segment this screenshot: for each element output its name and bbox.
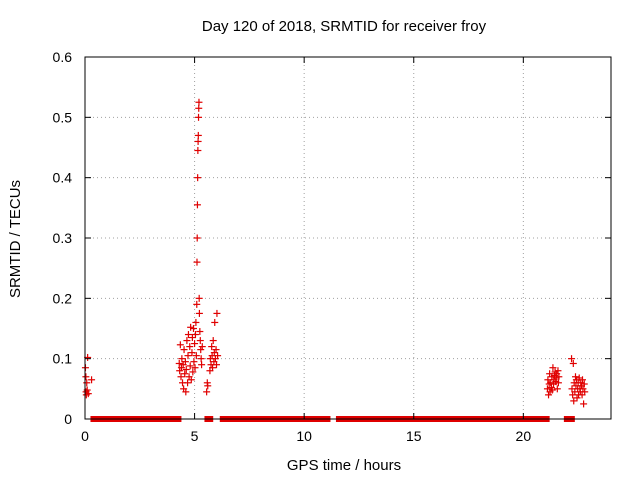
- data-point: [554, 379, 562, 387]
- data-point: [190, 358, 198, 366]
- data-point: [188, 349, 196, 357]
- grid-lines: [85, 57, 611, 419]
- data-point: [204, 382, 212, 390]
- data-point: [193, 300, 201, 308]
- data-point: [189, 368, 197, 376]
- data-point: [184, 379, 192, 387]
- data-point: [195, 104, 203, 112]
- plot-frame: [84, 56, 612, 420]
- data-point: [212, 346, 220, 354]
- x-tick-label: 5: [191, 428, 199, 444]
- data-point: [580, 380, 588, 388]
- data-point: [195, 98, 203, 106]
- x-tick-label: 0: [81, 428, 89, 444]
- data-point: [213, 309, 221, 317]
- data-point: [194, 147, 202, 155]
- data-point: [182, 366, 190, 374]
- data-point: [197, 355, 205, 363]
- data-point: [198, 343, 206, 351]
- data-point: [194, 174, 202, 182]
- data-point: [196, 337, 204, 345]
- axes: 0 0.1 0.2 0.3 0.4 0.5 0.6 0 5 10 15 20: [53, 49, 612, 444]
- data-point: [553, 385, 561, 393]
- data-layer: [81, 98, 589, 422]
- data-point: [187, 376, 195, 384]
- data-point: [554, 367, 562, 375]
- data-point: [568, 355, 576, 363]
- data-point: [548, 386, 556, 394]
- y-tick-label: 0.4: [53, 170, 73, 186]
- data-point: [182, 388, 190, 396]
- data-point: [194, 131, 202, 139]
- data-point: [183, 337, 191, 345]
- data-point: [193, 201, 201, 209]
- y-tick-label: 0.5: [53, 109, 73, 125]
- data-point: [186, 343, 194, 351]
- data-point: [208, 343, 216, 351]
- data-point: [184, 331, 192, 339]
- y-tick-label: 0.3: [53, 230, 73, 246]
- x-tick-label: 20: [516, 428, 532, 444]
- data-point: [193, 234, 201, 242]
- data-point: [192, 352, 200, 360]
- data-point: [545, 391, 553, 399]
- data-point: [579, 376, 587, 384]
- data-point: [195, 294, 203, 302]
- data-point: [195, 113, 203, 121]
- data-point: [177, 373, 185, 381]
- data-point: [193, 258, 201, 266]
- data-point: [178, 355, 186, 363]
- data-point: [573, 394, 581, 402]
- data-point: [184, 352, 192, 360]
- data-point: [191, 340, 199, 348]
- data-point: [214, 352, 222, 360]
- data-point: [549, 364, 557, 372]
- chart-title: Day 120 of 2018, SRMTID for receiver fro…: [202, 18, 487, 35]
- data-point: [186, 362, 194, 370]
- data-point: [83, 379, 91, 387]
- y-tick-label: 0.2: [53, 290, 73, 306]
- data-point: [181, 358, 189, 366]
- x-tick-label: 10: [296, 428, 312, 444]
- data-point: [197, 346, 205, 354]
- data-point: [195, 309, 203, 317]
- data-point: [188, 334, 196, 342]
- data-point: [88, 376, 96, 384]
- data-point: [175, 359, 183, 367]
- data-point: [571, 373, 579, 381]
- data-point: [180, 346, 188, 354]
- data-point: [570, 397, 578, 405]
- data-point: [181, 370, 189, 378]
- data-point: [196, 328, 204, 336]
- data-point: [555, 373, 563, 381]
- data-point: [82, 373, 90, 381]
- data-point: [213, 361, 220, 369]
- data-point: [192, 318, 200, 326]
- data-point: [581, 388, 589, 396]
- data-point: [191, 331, 199, 339]
- data-point: [194, 137, 202, 145]
- y-tick-label: 0: [64, 411, 72, 427]
- data-point: [189, 325, 197, 332]
- data-point: [198, 361, 206, 369]
- x-axis-label: GPS time / hours: [287, 457, 401, 474]
- y-tick-label: 0.1: [53, 351, 73, 367]
- x-tick-label: 15: [406, 428, 422, 444]
- data-point: [84, 390, 92, 398]
- data-point: [191, 364, 199, 372]
- data-point: [209, 364, 217, 372]
- data-point: [209, 337, 217, 345]
- y-axis-label: SRMTID / TECUs: [7, 180, 24, 298]
- data-point: [580, 400, 588, 408]
- data-point: [211, 318, 219, 326]
- data-point: [569, 359, 577, 367]
- data-point: [176, 341, 184, 349]
- data-point: [203, 388, 211, 396]
- y-tick-label: 0.6: [53, 49, 73, 65]
